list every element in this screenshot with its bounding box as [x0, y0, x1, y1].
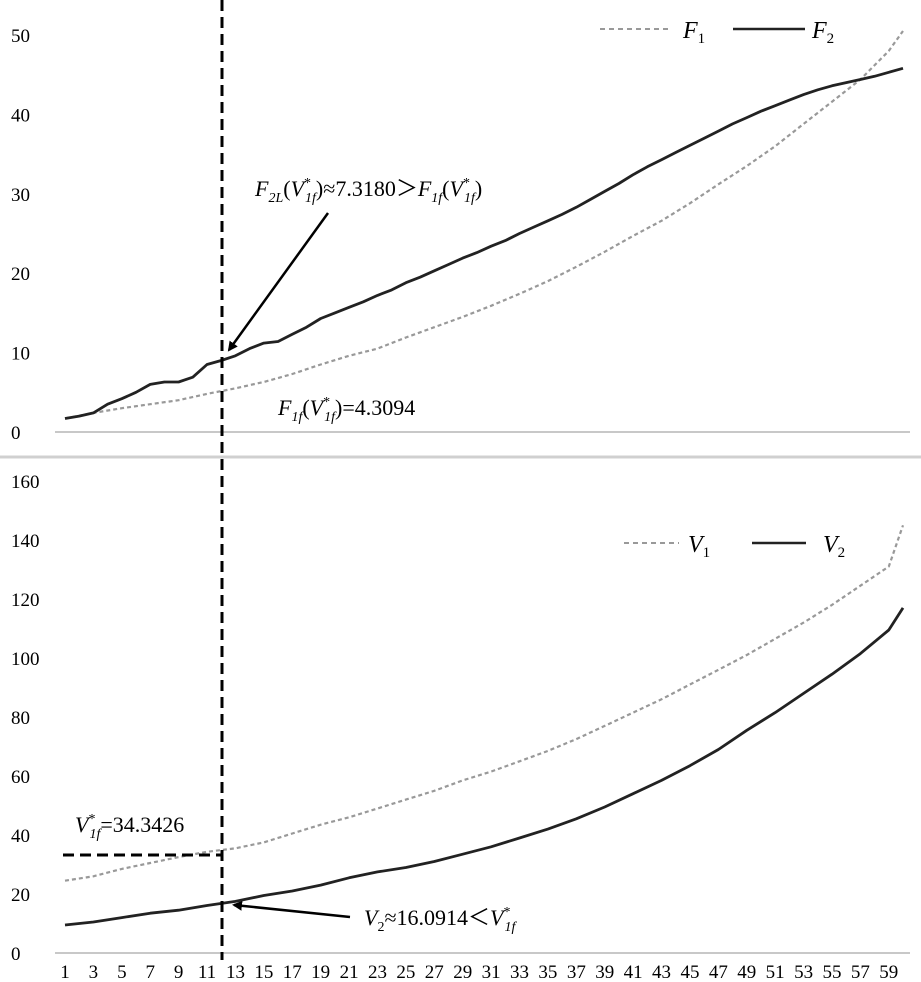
bottom-y-tick-0: 0 — [11, 944, 21, 965]
top-lower-annotation: F1f(V* 1f)=4.3094 — [277, 395, 415, 425]
x-tick-1: 1 — [60, 962, 70, 982]
top-legend: F1 F2 — [600, 18, 834, 47]
legend-v1-label: V1 — [688, 532, 710, 561]
top-y-tick-20: 20 — [11, 264, 30, 285]
x-tick-49: 49 — [737, 962, 756, 982]
x-tick-7: 7 — [145, 962, 155, 982]
x-tick-25: 25 — [396, 962, 415, 982]
x-tick-51: 51 — [766, 962, 785, 982]
x-tick-39: 39 — [595, 962, 614, 982]
x-tick-47: 47 — [709, 962, 728, 982]
top-y-tick-10: 10 — [11, 344, 30, 365]
x-tick-9: 9 — [174, 962, 184, 982]
legend-v2-label: V2 — [823, 532, 845, 561]
series-f1-line — [64, 30, 904, 420]
top-y-tick-40: 40 — [11, 105, 30, 126]
legend-f1-label: F1 — [682, 18, 705, 47]
top-annotation-arrow — [227, 212, 330, 352]
bottom-y-tick-40: 40 — [11, 826, 30, 847]
x-tick-19: 19 — [311, 962, 330, 982]
x-tick-35: 35 — [538, 962, 557, 982]
x-tick-17: 17 — [283, 962, 302, 982]
x-tick-53: 53 — [794, 962, 813, 982]
x-tick-27: 27 — [425, 962, 444, 982]
bottom-y-tick-60: 60 — [11, 767, 30, 788]
bottom-y-tick-140: 140 — [11, 531, 40, 552]
x-tick-41: 41 — [624, 962, 643, 982]
bottom-y-tick-labels: 0 20 40 60 80 100 120 140 160 — [11, 472, 40, 965]
x-tick-15: 15 — [254, 962, 273, 982]
x-tick-3: 3 — [89, 962, 99, 982]
bottom-annotation-arrow — [232, 900, 351, 919]
x-tick-59: 59 — [879, 962, 898, 982]
bottom-y-tick-20: 20 — [11, 885, 30, 906]
x-tick-33: 33 — [510, 962, 529, 982]
top-y-tick-0: 0 — [11, 423, 21, 444]
series-f2-line — [64, 66, 904, 420]
top-y-tick-50: 50 — [11, 26, 30, 47]
top-upper-annotation: F2L(V* 1f)≈7.3180＞F1f(V* 1f) — [254, 176, 482, 206]
x-tick-23: 23 — [368, 962, 387, 982]
x-tick-labels: 1 3 5 7 9 11 13 15 17 19 21 23 25 27 29 31 33 35 37 39 41 43 4… — [60, 962, 898, 982]
top-y-tick-30: 30 — [11, 185, 30, 206]
x-tick-31: 31 — [482, 962, 501, 982]
x-tick-57: 57 — [851, 962, 870, 982]
top-y-tick-labels: 0 10 20 30 40 50 — [11, 26, 30, 444]
x-tick-55: 55 — [822, 962, 841, 982]
x-tick-29: 29 — [453, 962, 472, 982]
x-tick-21: 21 — [340, 962, 359, 982]
x-tick-11: 11 — [198, 962, 216, 982]
x-tick-13: 13 — [226, 962, 245, 982]
bottom-y-tick-160: 160 — [11, 472, 40, 493]
bottom-series-group — [64, 524, 905, 927]
x-tick-5: 5 — [117, 962, 127, 982]
bottom-legend: V1 V2 — [624, 532, 845, 561]
x-tick-37: 37 — [567, 962, 586, 982]
top-series-group — [64, 30, 904, 420]
bottom-y-tick-80: 80 — [11, 708, 30, 729]
bottom-right-annotation: V2≈16.0914＜V* 1f — [364, 905, 517, 935]
top-panel: 0 10 20 30 40 50 F1 F2 F2L(V* 1f)≈7.3180＞F1f(V… — [11, 18, 910, 444]
series-v2-line — [64, 607, 905, 927]
bottom-y-tick-120: 120 — [11, 590, 40, 611]
bottom-y-tick-100: 100 — [11, 649, 40, 670]
bottom-left-annotation: V* 1f=34.3426 — [75, 812, 184, 842]
x-tick-45: 45 — [680, 962, 699, 982]
legend-f2-label: F2 — [811, 18, 834, 47]
x-tick-43: 43 — [652, 962, 671, 982]
series-v1-line — [64, 524, 905, 882]
